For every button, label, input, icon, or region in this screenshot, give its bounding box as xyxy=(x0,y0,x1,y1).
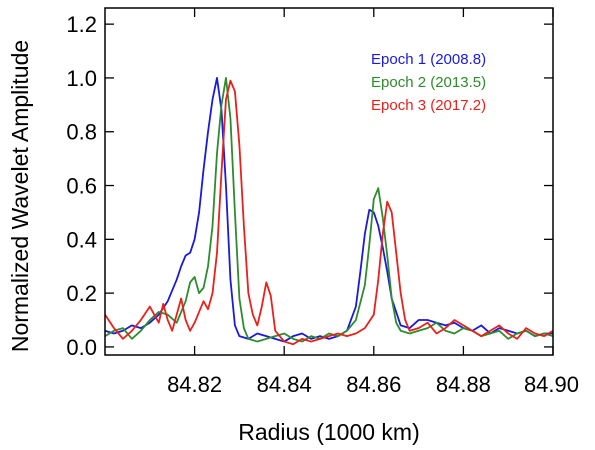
legend-entry-epoch-2: Epoch 2 (2013.5) xyxy=(371,74,486,91)
series-line-epoch-2 xyxy=(105,77,553,343)
y-tick-label: 1.0 xyxy=(66,66,97,91)
y-tick-label: 0.4 xyxy=(66,227,97,252)
y-tick-label: 0.8 xyxy=(66,120,97,145)
series-line-epoch-1 xyxy=(105,77,553,343)
plot-area xyxy=(105,77,553,346)
axes: 0.0 0.2 0.4 0.6 0.8 1.0 1.2 84.82 84.84 84.86 84.8… xyxy=(66,7,579,397)
y-axis-label: Normalized Wavelet Amplitude xyxy=(7,40,33,352)
y-tick-label: 0.6 xyxy=(66,174,97,199)
series-line-epoch-3 xyxy=(105,79,553,346)
plot-frame xyxy=(104,7,554,356)
y-tick-label: 1.2 xyxy=(66,12,97,37)
x-tick-label: 84.90 xyxy=(524,372,579,397)
legend-entry-epoch-1: Epoch 1 (2008.8) xyxy=(371,51,486,68)
x-tick-label: 84.82 xyxy=(167,372,222,397)
y-tick-label: 0.0 xyxy=(66,335,97,360)
x-tick-label: 84.86 xyxy=(346,372,401,397)
y-tick-label: 0.2 xyxy=(66,281,97,306)
x-axis-label: Radius (1000 km) xyxy=(238,419,420,445)
legend: Epoch 1 (2008.8) Epoch 2 (2013.5) Epoch 3 … xyxy=(371,51,486,114)
x-tick-label: 84.88 xyxy=(436,372,491,397)
legend-entry-epoch-3: Epoch 3 (2017.2) xyxy=(371,97,486,114)
x-tick-label: 84.84 xyxy=(257,372,312,397)
